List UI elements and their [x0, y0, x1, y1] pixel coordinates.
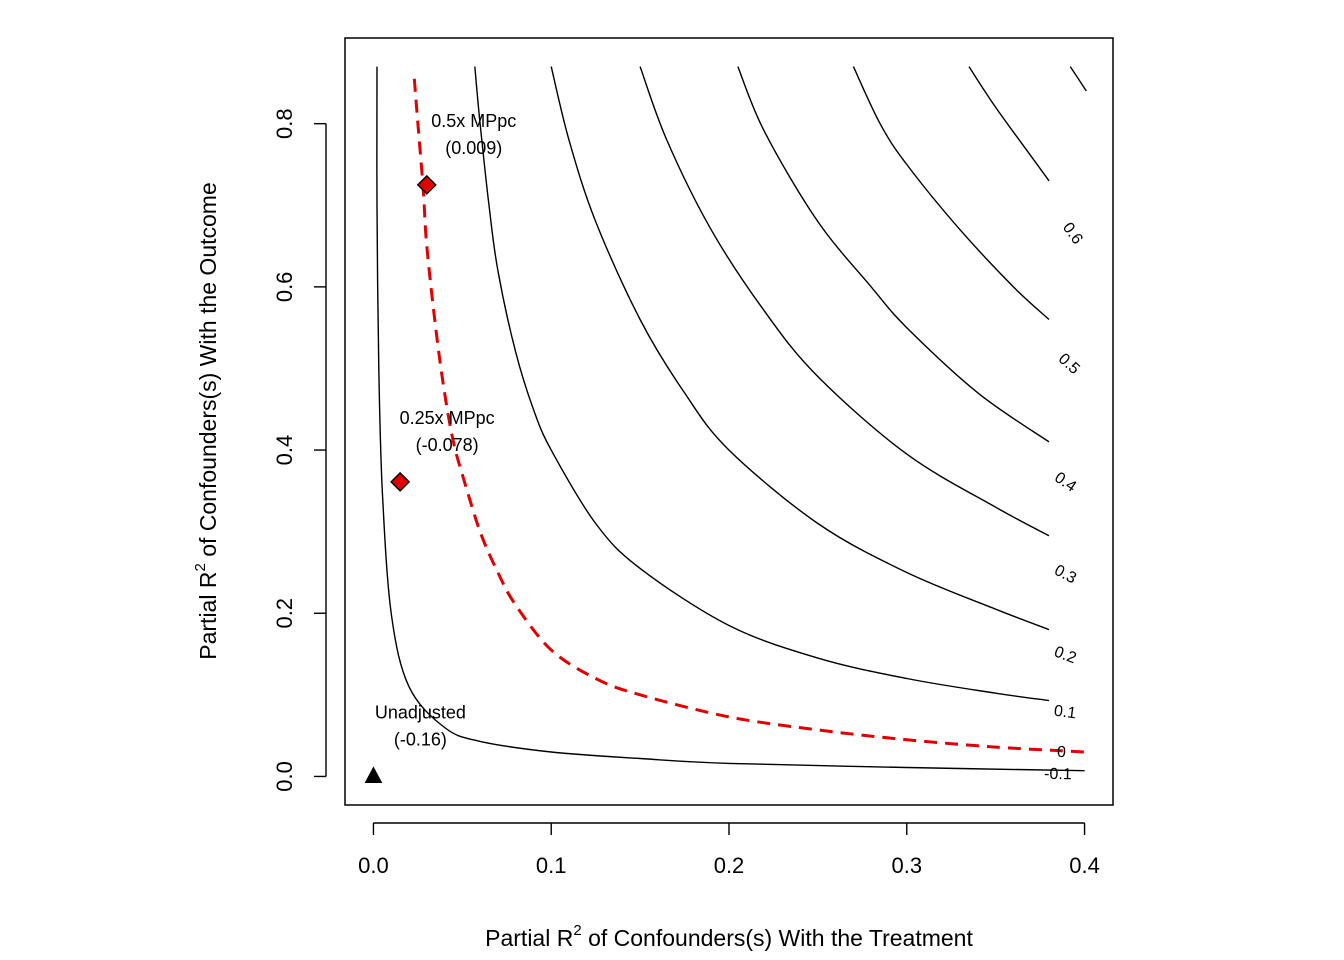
contour-line: [376, 66, 1085, 772]
contour-label: 0.4: [1051, 469, 1079, 496]
contour-label: -0.1: [1044, 766, 1072, 784]
x-tick-label: 0.3: [891, 853, 922, 878]
contour-label: 0: [1056, 744, 1066, 761]
benchmark-points: Unadjusted (-0.16) 0.25x MPpc (-0.078) 0.5x …: [364, 111, 516, 783]
contour-line: [737, 66, 1050, 443]
contour-line: [550, 66, 1050, 631]
y-tick-label: 0.4: [272, 435, 297, 466]
x-axis: 0.0 0.1 0.2 0.3 0.4: [358, 822, 1100, 878]
point-value-label: (-0.16): [394, 729, 447, 749]
y-tick-label: 0.0: [272, 761, 297, 792]
contour-line: [639, 66, 1050, 537]
contour-label: 0.6: [1059, 220, 1086, 248]
x-tick-label: 0.1: [536, 853, 567, 878]
x-axis-label-superscript: 2: [573, 922, 581, 939]
point-value-label: (-0.078): [416, 435, 479, 455]
x-tick-label: 0.0: [358, 853, 389, 878]
point-value-label: (0.009): [445, 138, 502, 158]
benchmark-diamond-marker: [416, 174, 437, 195]
threshold-contour-line: [412, 78, 1085, 754]
y-tick-label: 0.6: [272, 272, 297, 303]
point-label: 0.5x MPpc: [431, 111, 516, 131]
contour-line: [1069, 66, 1087, 92]
contour-line: [968, 66, 1050, 182]
x-tick-label: 0.2: [714, 853, 745, 878]
contour-label: 0.2: [1052, 644, 1079, 668]
y-axis: 0.0 0.2 0.4 0.6 0.8: [272, 108, 327, 792]
y-tick-label: 0.8: [272, 108, 297, 139]
contour-line: [474, 66, 1050, 702]
x-axis-label: Partial R2 of Confounders(s) With the Tr…: [485, 922, 973, 951]
contour-label: 0.5: [1055, 350, 1083, 378]
point-label: 0.25x MPpc: [400, 408, 495, 428]
contour-label: 0.1: [1053, 703, 1077, 723]
plot-frame: [344, 37, 1114, 806]
contour-label: 0.3: [1051, 562, 1079, 588]
unadjusted-triangle-marker: [364, 766, 383, 783]
benchmark-diamond-marker: [390, 471, 411, 492]
x-tick-label: 0.4: [1069, 853, 1100, 878]
contour-line: [852, 66, 1050, 321]
point-label: Unadjusted: [375, 702, 466, 722]
y-axis-label-superscript: 2: [192, 563, 209, 571]
y-axis-label: Partial R2 of Confounders(s) With the Ou…: [192, 182, 221, 659]
y-tick-label: 0.2: [272, 598, 297, 629]
